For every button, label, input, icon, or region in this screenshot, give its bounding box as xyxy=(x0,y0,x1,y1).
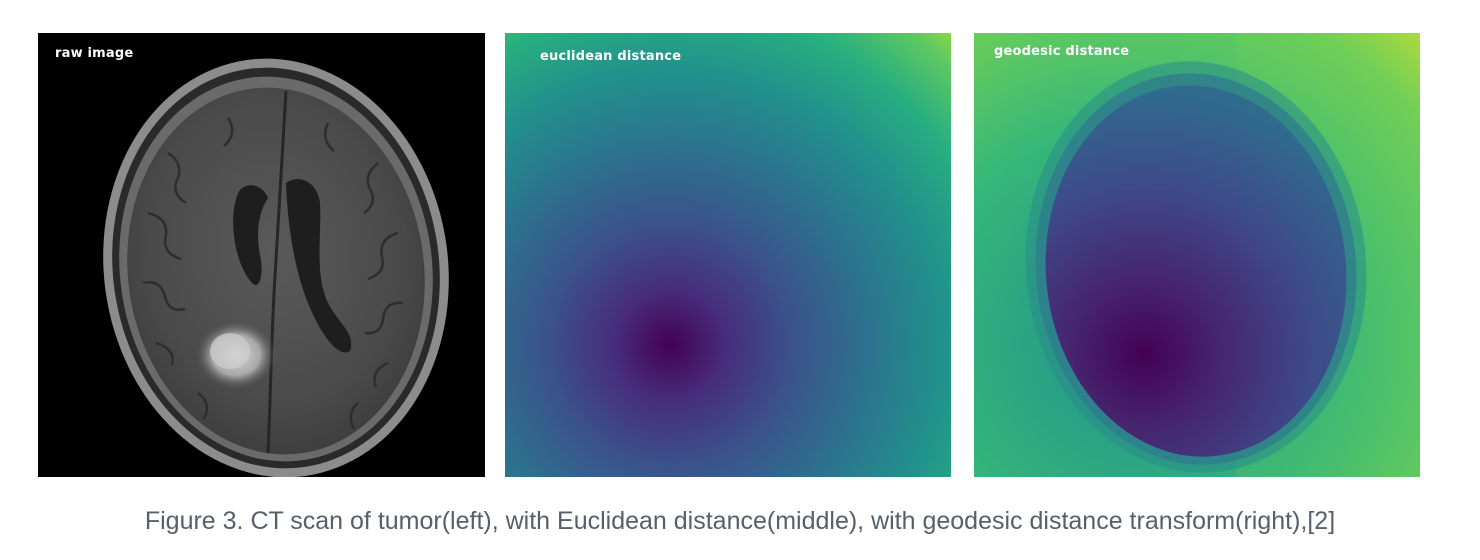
euclidean-distance-panel: euclidean distance xyxy=(505,33,951,477)
brain-scan-image xyxy=(38,33,485,477)
figure-caption: Figure 3. CT scan of tumor(left), with E… xyxy=(144,507,1336,535)
raw-image-panel: raw image xyxy=(38,33,485,477)
geodesic-distance-map xyxy=(974,33,1420,477)
geodesic-distance-panel: geodesic distance xyxy=(974,33,1420,477)
euclidean-distance-map xyxy=(505,33,951,477)
euclidean-distance-label: euclidean distance xyxy=(540,49,682,64)
geodesic-distance-label: geodesic distance xyxy=(994,44,1130,59)
raw-image-label: raw image xyxy=(55,46,134,61)
